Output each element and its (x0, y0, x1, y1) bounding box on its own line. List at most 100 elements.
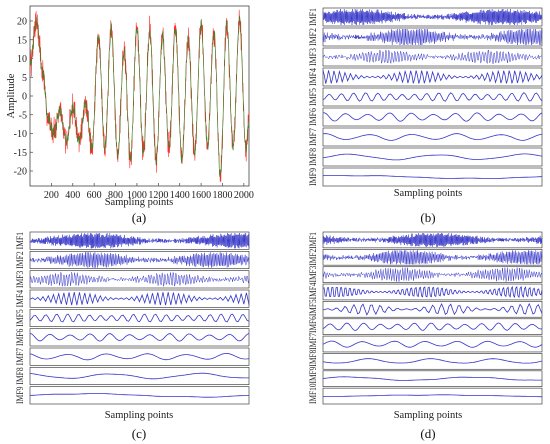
panel-b-label: (b) (420, 210, 435, 225)
panel-a-y-tick-label: 10 (17, 54, 27, 65)
panel-c-imf-axis-labels: IMF9 IMF8 IMF7 IMF6 IMF5 IMF4 IMF3 IMF2 … (16, 232, 26, 404)
panel-b-imf-axis-labels: IMF9 IMF8 IMF7 IMF6 IMF5 IMF4 IMF3 IMF2 … (309, 8, 319, 186)
imf-signal-line (29, 393, 250, 398)
panel-a-x-tick-label: 1200 (148, 190, 168, 201)
imf-row-imf4 (322, 283, 543, 301)
panel-a-x-tick-label: 2000 (234, 190, 254, 201)
imf-signal-line (29, 252, 250, 268)
imf-frame (322, 87, 543, 107)
imf-frame (29, 270, 250, 289)
panel-d: IMF10IMF9IMF8IMF7IMF6IMF5IMF4IMF3IMF2IMF… (309, 231, 543, 441)
panel-a-y-tick-label: -20 (14, 167, 27, 178)
panel-b: IMF9 IMF8 IMF7 IMF6 IMF5 IMF4 IMF3 IMF2 … (309, 7, 543, 225)
imf-row-imf3 (322, 266, 543, 283)
imf-signal-line (322, 49, 543, 65)
imf-signal-line (322, 92, 543, 102)
imf-row-imf7 (322, 335, 543, 353)
imf-row-imf6 (29, 328, 250, 347)
imf-row-imf5 (29, 308, 250, 328)
imf-row-imf7 (29, 347, 250, 366)
panel-a-y-ticks: 20 15 10 5 0 -5 -10 -15 -20 (14, 17, 33, 178)
imf-frame (29, 347, 250, 366)
imf-frame (29, 328, 250, 347)
imf-row-imf4 (29, 289, 250, 308)
imf-frame (322, 387, 543, 405)
imf-row-imf1 (29, 231, 250, 250)
panel-a-x-tick-label: 1400 (170, 190, 190, 201)
imf-frame (322, 301, 543, 318)
imf-signal-line (322, 250, 543, 265)
panel-a-x-axis-label: Sampling points (105, 197, 174, 208)
panel-a-plot-frame (29, 5, 250, 187)
panel-a-y-tick-label: 20 (17, 17, 27, 28)
imf-row-imf6 (322, 318, 543, 335)
panel-d-label: (d) (420, 426, 435, 441)
panel-a-x-tick-label: 400 (65, 190, 80, 201)
imf-frame (29, 366, 250, 386)
panel-a-x-tick-label: 1000 (127, 190, 147, 201)
imf-row-imf6 (322, 107, 543, 127)
panel-c-imf-stack (29, 231, 250, 405)
panel-d-imf-stack (322, 231, 543, 405)
imf-row-imf9 (322, 167, 543, 187)
imf-frame (322, 127, 543, 147)
imf-signal-line (29, 292, 250, 306)
panel-a-x-tick-label: 800 (108, 190, 123, 201)
imf-frame (322, 107, 543, 127)
panel-d-x-axis-label: Sampling points (394, 410, 463, 421)
imf-signal-line (29, 232, 250, 249)
imf-signal-line (322, 28, 543, 46)
imf-signal-line (322, 376, 542, 381)
imf-signal-line (322, 302, 543, 316)
imf-row-imf9 (29, 386, 250, 405)
imf-row-imf8 (322, 147, 543, 167)
imf-row-imf8 (322, 353, 543, 370)
imf-signal-line (322, 267, 543, 282)
imf-signal-line (322, 153, 543, 161)
imf-row-imf1 (322, 231, 543, 249)
imf-row-imf3 (29, 270, 250, 289)
imf-frame (322, 318, 543, 335)
imf-signal-line (322, 8, 543, 26)
imf-signal-line (322, 358, 543, 364)
panel-a-x-tick-label: 1800 (212, 190, 232, 201)
imf-row-imf9 (322, 370, 543, 387)
imf-frame (322, 147, 543, 167)
imf-signal-line (322, 175, 542, 180)
imf-signal-line (29, 333, 250, 342)
imf-row-imf5 (322, 87, 543, 107)
panel-a-label: (a) (132, 210, 146, 225)
panel-a-y-tick-label: -15 (14, 148, 27, 159)
panel-a-y-tick-label: -10 (14, 129, 27, 140)
imf-signal-line (322, 112, 543, 122)
panel-c: IMF9 IMF8 IMF7 IMF6 IMF5 IMF4 IMF3 IMF2 … (16, 231, 250, 441)
imf-row-imf3 (322, 47, 543, 67)
panel-b-imf-stack (322, 7, 543, 187)
panel-c-x-axis-label: Sampling points (105, 410, 174, 421)
imf-signal-line (29, 352, 250, 361)
imf-signal-line (322, 285, 543, 299)
panel-a-y-tick-label: 5 (22, 73, 27, 84)
imf-row-imf4 (322, 67, 543, 87)
imf-row-imf7 (322, 127, 543, 147)
panel-a-x-tick-label: 1600 (191, 190, 211, 201)
imf-signal-line (322, 69, 543, 84)
imf-signal-line (322, 232, 543, 247)
panel-a: 20 15 10 5 0 -5 -10 -15 -20 200 400 600 800 1000 1200… (6, 5, 254, 225)
panel-a-y-tick-label: 15 (17, 35, 27, 46)
imf-row-imf1 (322, 7, 543, 27)
panel-a-x-tick-label: 600 (87, 190, 102, 201)
panel-a-smoothed-signal-line (29, 15, 250, 178)
panel-c-label: (c) (132, 426, 146, 441)
panel-b-x-axis-label: Sampling points (394, 188, 463, 199)
panel-d-imf-axis-labels: IMF10IMF9IMF8IMF7IMF6IMF5IMF4IMF3IMF2IMF… (309, 232, 319, 404)
imf-signal-line (323, 394, 543, 398)
panel-a-y-tick-label: 0 (22, 92, 27, 103)
imf-signal-line (29, 372, 249, 380)
imf-row-imf2 (29, 250, 250, 270)
imf-row-imf2 (322, 249, 543, 266)
imf-row-imf8 (29, 366, 250, 386)
imf-row-imf10 (322, 387, 543, 405)
imf-row-imf2 (322, 27, 543, 47)
